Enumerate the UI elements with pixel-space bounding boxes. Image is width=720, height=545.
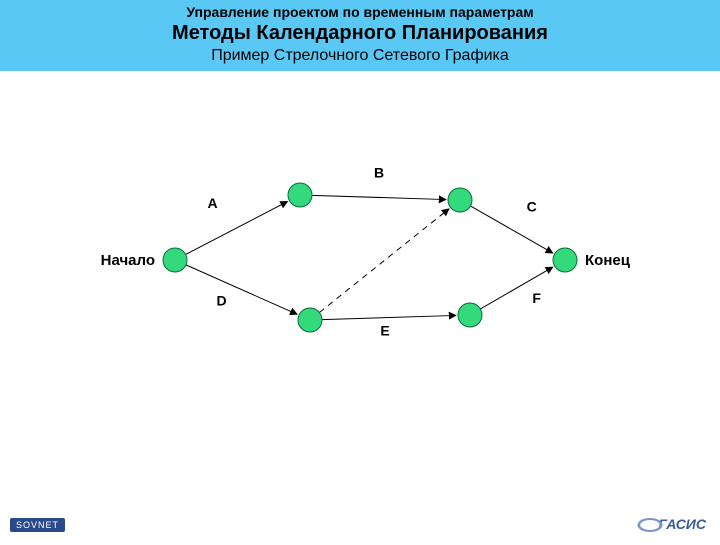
footer-logo-right: ГАСИС xyxy=(641,516,706,532)
node-end xyxy=(553,248,577,272)
header-line-3: Пример Стрелочного Сетевого Графика xyxy=(0,47,720,65)
network-svg: A D B E C F Начало Конец xyxy=(0,80,720,540)
footer-logo-left: SOVNET xyxy=(10,518,65,532)
edge-label-A: A xyxy=(208,195,218,211)
edge-n2-n3 xyxy=(319,209,449,313)
edge-label-E: E xyxy=(380,323,389,339)
network-diagram: A D B E C F Начало Конец xyxy=(0,80,720,540)
title-header: Управление проектом по временным парамет… xyxy=(0,0,720,71)
node-n1 xyxy=(288,183,312,207)
footer-right-text: ГАСИС xyxy=(658,516,706,532)
header-line-2: Методы Календарного Планирования xyxy=(0,22,720,45)
edge-start-n2 xyxy=(186,265,297,314)
edge-n4-end xyxy=(480,267,552,309)
node-n3 xyxy=(448,188,472,212)
edge-n1-n3 xyxy=(312,195,446,199)
edge-n3-end xyxy=(470,206,552,253)
node-label-end: Конец xyxy=(585,252,631,269)
node-n2 xyxy=(298,308,322,332)
node-start xyxy=(163,248,187,272)
header-line-1: Управление проектом по временным парамет… xyxy=(0,4,720,20)
edge-label-C: C xyxy=(527,199,537,215)
edge-n2-n4 xyxy=(322,315,456,319)
edge-label-B: B xyxy=(374,164,384,180)
edge-label-F: F xyxy=(532,290,541,306)
node-label-start: Начало xyxy=(101,252,155,269)
logo-ring-icon xyxy=(637,518,662,532)
edge-start-n1 xyxy=(186,201,288,254)
edge-label-D: D xyxy=(217,293,227,309)
node-n4 xyxy=(458,303,482,327)
